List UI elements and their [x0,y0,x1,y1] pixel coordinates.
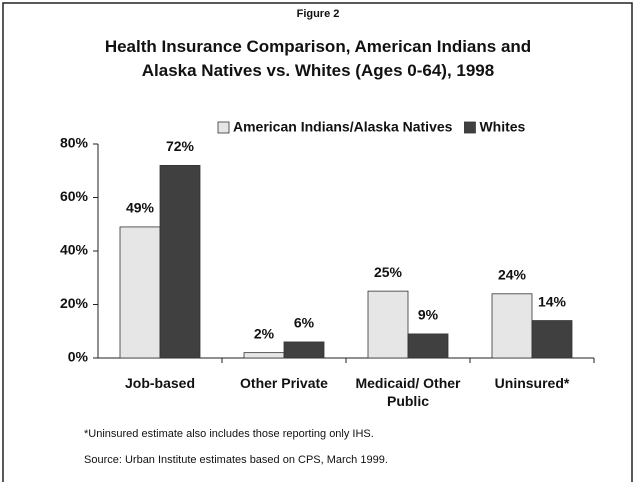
value-label: 2% [254,325,275,341]
value-label: 49% [126,200,155,216]
value-label: 6% [294,315,315,331]
legend-label: Whites [479,119,525,135]
footnote: Source: Urban Institute estimates based … [84,454,388,466]
footnote: *Uninsured estimate also includes those … [84,428,374,440]
bar [367,290,409,359]
bar [491,293,533,359]
value-label: 72% [166,138,195,154]
y-tick-label: 60% [60,188,89,204]
value-label: 24% [498,267,527,283]
y-tick-label: 20% [60,295,89,311]
legend-label: American Indians/Alaska Natives [233,119,453,135]
bar [243,352,285,359]
figure-label: Figure 2 [297,8,340,20]
x-tick-label: Job-based [124,375,195,391]
x-tick-label: Medicaid/ Other Public [355,375,461,409]
y-tick-label: 80% [60,135,89,151]
bar [407,333,449,359]
bar [159,164,201,359]
y-tick-label: 40% [60,242,89,258]
value-label: 14% [538,293,567,309]
x-tick-label: Uninsured* [494,375,570,391]
bar [119,226,161,359]
value-label: 9% [418,307,439,323]
legend-swatch [464,121,476,134]
y-tick-label: 0% [68,349,89,365]
legend-swatch [217,121,230,134]
bar [531,320,573,359]
x-tick-label: Other Private [240,375,328,391]
value-label: 25% [374,264,403,280]
chart-title: Health Insurance Comparison, American In… [105,37,531,80]
bar [283,341,325,359]
